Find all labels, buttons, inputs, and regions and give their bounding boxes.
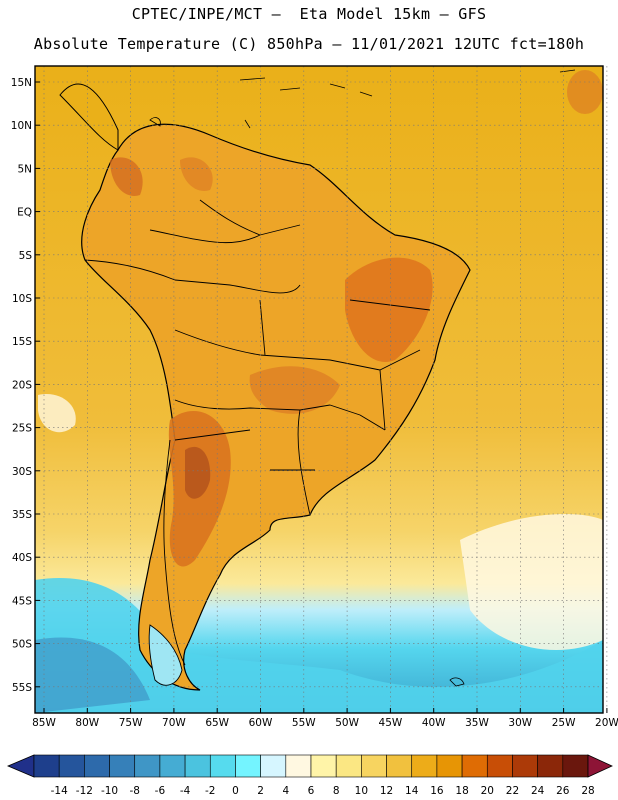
latitude-label: 5N [17,163,32,175]
colorbar-swatch [58,754,85,778]
colorbar-swatch [486,754,513,778]
colorbar-label: 12 [380,785,393,797]
latitude-label: 50S [12,639,32,651]
colorbar-swatch [310,754,337,778]
colorbar-label: 22 [506,785,519,797]
longitude-label: 75W [119,717,143,729]
longitude-label: 70W [162,717,186,729]
colorbar-label: 26 [556,785,570,797]
colorbar-label: -6 [155,785,166,797]
longitude-label: 20W [595,717,618,729]
longitude-label: 60W [249,717,273,729]
latitude-label: 10S [12,293,32,305]
colorbar-tick-labels: -14 -12 -10 -8 -6 -4 -2 0 2 4 6 8 10 12 14 16 18 20 22 24 26… [51,785,595,797]
colorbar-swatch [562,754,589,778]
map-frame [34,65,604,714]
longitude-label: 55W [292,717,316,729]
lat-lon-grid [35,66,608,713]
longitude-label: 25W [552,717,576,729]
chart-title-line-1: CPTEC/INPE/MCT – Eta Model 15km – GFS [131,5,487,23]
colorbar-swatch [184,754,211,778]
longitude-label: 65W [205,717,229,729]
longitude-label: 80W [75,717,99,729]
colorbar-label: 24 [531,785,545,797]
colorbar-label: -12 [76,785,93,797]
latitude-labels: 15N 10N 5N EQ 5S 10S 15S 20S 25S 30S 35S 40S 45S 50S 5… [11,77,33,694]
longitude-label: 45W [379,717,403,729]
colorbar-label: 4 [282,785,289,797]
colorbar-swatch [159,754,186,778]
longitude-label: 40W [422,717,446,729]
colorbar-swatch [537,754,564,778]
colorbar-label: -4 [180,785,191,797]
latitude-label: 20S [12,379,32,391]
colorbar-swatch [436,754,463,778]
colorbar-swatch [461,754,488,778]
colorbar-label: -14 [51,785,68,797]
colorbar-label: 14 [405,785,419,797]
colorbar-swatch [411,754,438,778]
colorbar-swatch [335,754,362,778]
colorbar-swatch [386,754,413,778]
longitude-label: 50W [335,717,359,729]
map-field [35,66,603,713]
colorbar-swatch [260,754,287,778]
latitude-label: 30S [12,466,32,478]
colorbar-label: -10 [101,785,118,797]
colorbar-label: 0 [232,785,239,797]
latitude-label: 15S [12,336,32,348]
colorbar-swatch [33,754,60,778]
latitude-label: 15N [11,77,32,89]
latitude-label: 10N [11,120,32,132]
colorbar-swatch [209,754,236,778]
colorbar-label: 8 [333,785,340,797]
latitude-label: 5S [19,250,33,262]
latitude-label: 40S [12,552,32,564]
colorbar-label: 20 [481,785,494,797]
colorbar-label: -2 [205,785,215,797]
colorbar-label: 2 [257,785,264,797]
latitude-label: 25S [12,423,32,435]
colorbar-swatch [109,754,136,778]
latitude-label: 45S [12,595,32,607]
colorbar-swatch [285,754,312,778]
latitude-label: EQ [17,207,32,219]
latitude-label: 55S [12,682,32,694]
longitude-label: 35W [465,717,489,729]
chart-title-line-2: Absolute Temperature (C) 850hPa – 11/01/… [33,35,585,53]
colorbar-swatch [235,754,261,778]
colorbar-swatch [84,754,110,778]
colorbar-swatch [361,754,387,778]
colorbar-under-arrow [6,754,35,778]
colorbar-label: 28 [581,785,594,797]
colorbar-legend [6,754,613,778]
colorbar-label: 16 [430,785,444,797]
colorbar-swatch [134,754,161,778]
colorbar-swatch [512,754,538,778]
colorbar-label: -8 [129,785,139,797]
longitude-label: 85W [32,717,56,729]
colorbar-label: 6 [308,785,315,797]
latitude-label: 35S [12,509,32,521]
colorbar-label: 18 [455,785,468,797]
colorbar-over-arrow [587,754,613,778]
longitude-labels: 85W 80W 75W 70W 65W 60W 55W 50W 45W 40W 35W 30W 25W 2… [32,717,618,729]
colorbar-label: 10 [355,785,368,797]
longitude-label: 30W [508,717,532,729]
